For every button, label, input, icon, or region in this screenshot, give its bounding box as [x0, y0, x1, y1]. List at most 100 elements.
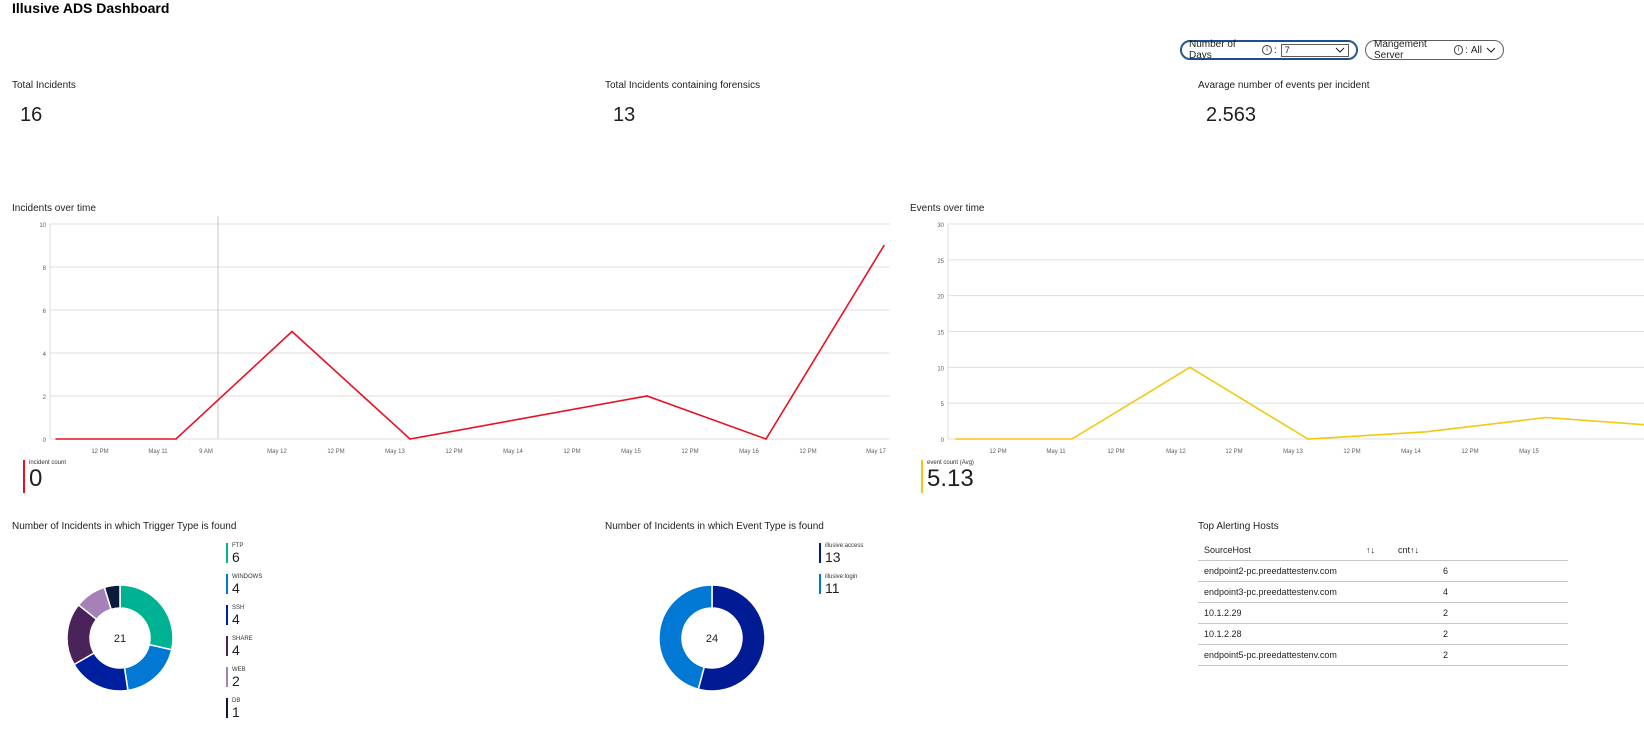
legend-item[interactable]: SHARE 4 — [226, 636, 253, 657]
y-tick-label: 5 — [941, 402, 945, 408]
legend-item[interactable]: WINDOWS 4 — [226, 574, 262, 595]
legend-color-bar — [226, 605, 228, 625]
tile-value-forensics: 13 — [613, 104, 636, 126]
data-point[interactable] — [646, 395, 648, 397]
sort-icon[interactable]: ↑↓ — [1360, 539, 1392, 561]
donut-total: 21 — [114, 633, 126, 645]
tile-label-avg-events: Avarage number of events per incident — [1198, 80, 1370, 91]
donut-slice-illusive-login[interactable] — [658, 584, 713, 691]
table-row[interactable]: endpoint5-pc.preedattestenv.com 2 — [1198, 644, 1568, 666]
y-tick-label: 4 — [43, 352, 47, 358]
days-select[interactable]: 7 — [1280, 43, 1349, 57]
y-tick-label: 10 — [39, 223, 46, 229]
number-of-days-param[interactable]: Number of Days i : 7 — [1180, 39, 1358, 61]
incidents-line-chart[interactable]: 0 2 4 6 8 10 12 PM May 11 9 AM May 12 12 PM May 13 1… — [0, 214, 895, 460]
legend-name: WEB — [232, 667, 246, 673]
table-header-row: SourceHost ↑↓ cnt↑↓ — [1198, 539, 1568, 561]
chevron-down-icon — [1335, 47, 1345, 53]
trigger-donut-chart[interactable]: 21 — [60, 578, 180, 698]
donut-slice-ftp[interactable] — [119, 584, 174, 651]
y-tick-label: 0 — [941, 438, 945, 444]
legend-name: FTP — [232, 543, 244, 549]
legend-name: SHARE — [232, 636, 253, 642]
days-select-value: 7 — [1284, 45, 1290, 55]
table-row[interactable]: 10.1.2.29 2 — [1198, 602, 1568, 624]
events-line-chart[interactable]: 0 5 10 15 20 25 30 12 PM May 11 12 PM May 12 12 PM M… — [900, 214, 1644, 460]
legend-value: 4 — [232, 642, 240, 658]
data-point[interactable] — [1189, 366, 1191, 369]
legend-item[interactable]: illusive:login 11 — [819, 574, 857, 595]
data-point[interactable] — [1307, 438, 1309, 440]
x-tick-label: 12 PM — [799, 449, 816, 455]
y-tick-label: 25 — [937, 259, 944, 265]
series-line[interactable] — [56, 245, 885, 440]
legend-item[interactable]: WEB 2 — [226, 667, 246, 688]
data-point[interactable] — [765, 438, 767, 440]
management-server-param[interactable]: Mangement Server i : All — [1365, 39, 1504, 61]
incidents-legend[interactable]: incident count 0 — [23, 460, 67, 493]
legend-name: DB — [232, 698, 241, 704]
tile-label-forensics: Total Incidents containing forensics — [605, 80, 761, 91]
event-type-donut-chart[interactable]: 24 — [652, 578, 772, 698]
legend-color-bar — [226, 636, 228, 656]
col-header-cnt[interactable]: cnt↑↓ — [1392, 539, 1454, 561]
x-tick-label: May 11 — [148, 449, 168, 455]
donut-slice-windows[interactable] — [123, 643, 173, 692]
cell-cnt: 6 — [1392, 560, 1454, 582]
legend-name: SSH — [232, 605, 245, 611]
donut-slice-illusive-access[interactable] — [697, 584, 766, 692]
legend-color-bar — [226, 543, 228, 563]
legend-name: WINDOWS — [232, 574, 263, 580]
legend-value: 1 — [232, 704, 240, 720]
cell-cnt: 2 — [1392, 602, 1454, 624]
x-tick-label: May 17 — [866, 449, 886, 455]
x-tick-label: May 15 — [621, 449, 641, 455]
table-row[interactable]: 10.1.2.28 2 — [1198, 623, 1568, 645]
trigger-chart-title: Number of Incidents in which Trigger Typ… — [12, 521, 237, 532]
data-point[interactable] — [291, 330, 293, 333]
x-tick-label: 12 PM — [563, 449, 580, 455]
x-tick-label: May 11 — [1046, 449, 1066, 455]
legend-value: 4 — [232, 611, 240, 627]
cell-host: 10.1.2.28 — [1198, 623, 1360, 645]
x-tick-label: May 13 — [1283, 449, 1303, 455]
page-title: Illusive ADS Dashboard — [12, 0, 170, 16]
data-point[interactable] — [883, 244, 885, 247]
table-row[interactable]: endpoint3-pc.preedattestenv.com 4 — [1198, 581, 1568, 603]
x-tick-label: May 14 — [503, 449, 523, 455]
legend-item[interactable]: illusive:access 13 — [819, 543, 863, 564]
legend-name: incident count — [29, 460, 67, 466]
data-point[interactable] — [1071, 438, 1073, 440]
x-tick-label: 12 PM — [1343, 449, 1360, 455]
top-hosts-title: Top Alerting Hosts — [1198, 521, 1279, 532]
data-point[interactable] — [955, 438, 957, 440]
legend-name: event count (Avg) — [927, 460, 974, 466]
data-point[interactable] — [175, 438, 177, 440]
legend-value: 6 — [232, 549, 240, 565]
data-point[interactable] — [409, 438, 411, 440]
events-chart-title: Events over time — [910, 203, 985, 214]
x-tick-label: May 13 — [385, 449, 405, 455]
col-header-sourcehost[interactable]: SourceHost — [1198, 539, 1360, 561]
x-tick-label: 12 PM — [1461, 449, 1478, 455]
info-icon[interactable]: i — [1453, 45, 1464, 55]
info-icon[interactable]: i — [1262, 45, 1272, 55]
donut-total: 24 — [706, 633, 718, 645]
legend-item[interactable]: FTP 6 — [226, 543, 243, 564]
data-point[interactable] — [1425, 431, 1427, 433]
donut-slice-db[interactable] — [103, 584, 121, 611]
y-tick-label: 8 — [43, 266, 47, 272]
legend-item[interactable]: SSH 4 — [226, 605, 244, 626]
event-type-chart-title: Number of Incidents in which Event Type … — [605, 521, 824, 532]
events-legend[interactable]: event count (Avg) 5.13 — [921, 460, 974, 493]
series-line[interactable] — [956, 366, 1547, 440]
legend-item[interactable]: DB 1 — [226, 698, 240, 719]
legend-color-bar — [819, 543, 821, 563]
series-line-continuation — [1545, 416, 1644, 426]
legend-value: 5.13 — [927, 465, 974, 492]
server-separator: : — [1465, 44, 1468, 56]
data-point[interactable] — [55, 438, 57, 440]
x-tick-label: May 16 — [739, 449, 759, 455]
x-tick-label: 12 PM — [1107, 449, 1124, 455]
table-row[interactable]: endpoint2-pc.preedattestenv.com 6 — [1198, 560, 1568, 582]
